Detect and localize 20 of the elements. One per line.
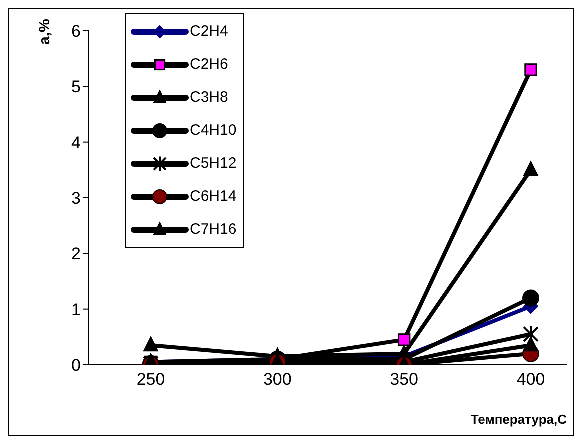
legend-label: C2H6	[190, 56, 228, 73]
legend-label: C2H4	[190, 23, 228, 40]
x-tick-label: 350	[390, 370, 419, 390]
y-axis-title: a,%	[36, 19, 54, 45]
y-tick-label: 6	[72, 22, 81, 42]
legend-label: C5H12	[190, 155, 237, 172]
y-tick-label: 3	[72, 189, 81, 208]
legend-label: C7H16	[190, 221, 237, 238]
legend-label: C4H10	[190, 122, 237, 139]
x-tick-label: 250	[136, 370, 166, 390]
legend-label: C6H14	[190, 188, 237, 205]
x-tick-label: 300	[263, 370, 292, 390]
x-tick-label: 400	[516, 370, 546, 390]
y-tick-label: 2	[72, 244, 81, 264]
y-tick-label: 4	[72, 133, 81, 152]
y-tick-label: 5	[72, 78, 81, 97]
y-tick-label: 0	[72, 356, 81, 376]
legend-label: C3H8	[190, 89, 228, 106]
y-tick-label: 1	[72, 300, 81, 320]
x-axis-title: Температура,С	[470, 412, 567, 427]
